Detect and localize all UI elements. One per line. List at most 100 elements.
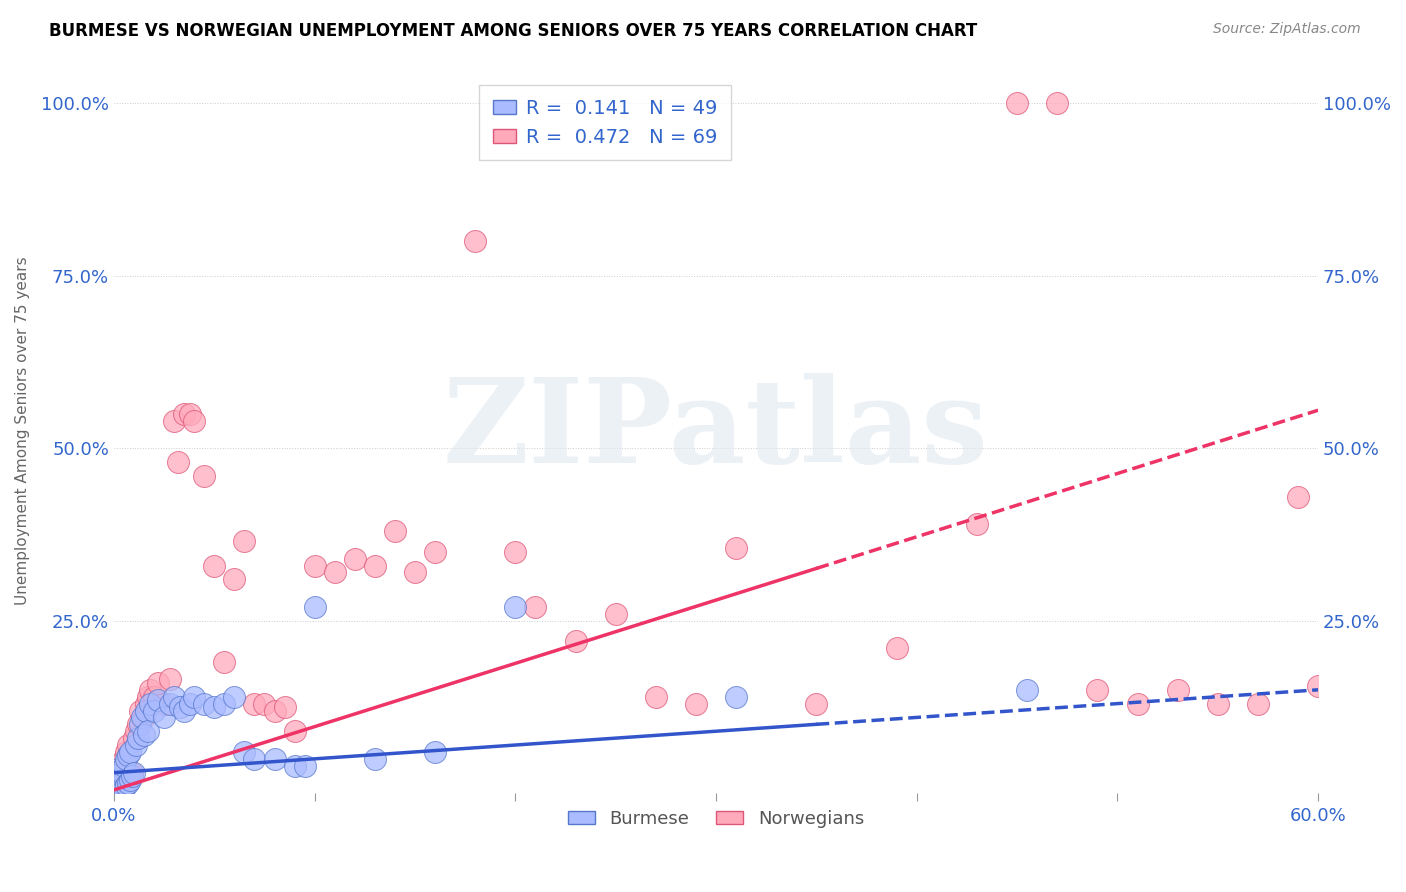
Point — [136, 690, 159, 704]
Point — [685, 697, 707, 711]
Point — [127, 717, 149, 731]
Point — [108, 780, 131, 795]
Point — [806, 697, 828, 711]
Point — [111, 758, 134, 772]
Point — [966, 517, 988, 532]
Point — [214, 655, 236, 669]
Point — [159, 697, 181, 711]
Point — [183, 414, 205, 428]
Point — [202, 558, 225, 573]
Point — [193, 468, 215, 483]
Text: ZIPatlas: ZIPatlas — [443, 374, 988, 489]
Point — [263, 752, 285, 766]
Point — [117, 776, 139, 790]
Point — [1286, 490, 1309, 504]
Text: Source: ZipAtlas.com: Source: ZipAtlas.com — [1213, 22, 1361, 37]
Point — [644, 690, 666, 704]
Point — [104, 772, 127, 787]
Text: BURMESE VS NORWEGIAN UNEMPLOYMENT AMONG SENIORS OVER 75 YEARS CORRELATION CHART: BURMESE VS NORWEGIAN UNEMPLOYMENT AMONG … — [49, 22, 977, 40]
Point — [107, 783, 129, 797]
Point — [423, 745, 446, 759]
Point — [104, 780, 127, 794]
Point — [127, 731, 149, 745]
Point — [111, 776, 134, 790]
Point — [179, 697, 201, 711]
Point — [725, 690, 748, 704]
Point — [384, 524, 406, 538]
Point — [107, 783, 129, 797]
Point — [1005, 96, 1028, 111]
Point — [107, 762, 129, 776]
Point — [143, 704, 166, 718]
Point — [464, 234, 486, 248]
Point — [146, 693, 169, 707]
Point — [117, 772, 139, 787]
Point — [224, 690, 246, 704]
Point — [118, 745, 141, 759]
Point — [343, 551, 366, 566]
Point — [122, 765, 145, 780]
Point — [132, 710, 155, 724]
Point — [122, 731, 145, 745]
Point — [179, 407, 201, 421]
Point — [146, 676, 169, 690]
Point — [117, 738, 139, 752]
Point — [125, 738, 148, 752]
Point — [121, 765, 143, 780]
Point — [121, 769, 143, 783]
Point — [1017, 682, 1039, 697]
Point — [135, 704, 157, 718]
Point — [125, 724, 148, 739]
Point — [111, 780, 134, 794]
Point — [233, 745, 256, 759]
Point — [1046, 96, 1069, 111]
Point — [725, 541, 748, 556]
Point — [139, 682, 162, 697]
Point — [143, 690, 166, 704]
Point — [115, 752, 138, 766]
Point — [564, 634, 586, 648]
Point — [173, 704, 195, 718]
Point — [163, 690, 186, 704]
Point — [294, 758, 316, 772]
Point — [115, 776, 138, 790]
Point — [183, 690, 205, 704]
Legend: Burmese, Norwegians: Burmese, Norwegians — [561, 803, 872, 835]
Point — [404, 566, 426, 580]
Point — [202, 700, 225, 714]
Point — [163, 414, 186, 428]
Point — [304, 599, 326, 614]
Point — [112, 752, 135, 766]
Point — [304, 558, 326, 573]
Point — [111, 765, 134, 780]
Point — [107, 772, 129, 787]
Point — [153, 697, 176, 711]
Point — [1206, 697, 1229, 711]
Point — [214, 697, 236, 711]
Point — [115, 745, 138, 759]
Point — [886, 641, 908, 656]
Point — [136, 724, 159, 739]
Point — [118, 769, 141, 783]
Point — [193, 697, 215, 711]
Point — [167, 455, 190, 469]
Point — [505, 599, 527, 614]
Point — [505, 545, 527, 559]
Point — [169, 700, 191, 714]
Point — [605, 607, 627, 621]
Point — [173, 407, 195, 421]
Point — [364, 558, 387, 573]
Point — [129, 717, 152, 731]
Point — [284, 724, 307, 739]
Point — [108, 780, 131, 794]
Point — [108, 769, 131, 783]
Point — [159, 673, 181, 687]
Point — [1247, 697, 1270, 711]
Point — [1126, 697, 1149, 711]
Y-axis label: Unemployment Among Seniors over 75 years: Unemployment Among Seniors over 75 years — [15, 257, 30, 606]
Point — [117, 748, 139, 763]
Point — [364, 752, 387, 766]
Point — [273, 700, 295, 714]
Point — [243, 752, 266, 766]
Point — [284, 758, 307, 772]
